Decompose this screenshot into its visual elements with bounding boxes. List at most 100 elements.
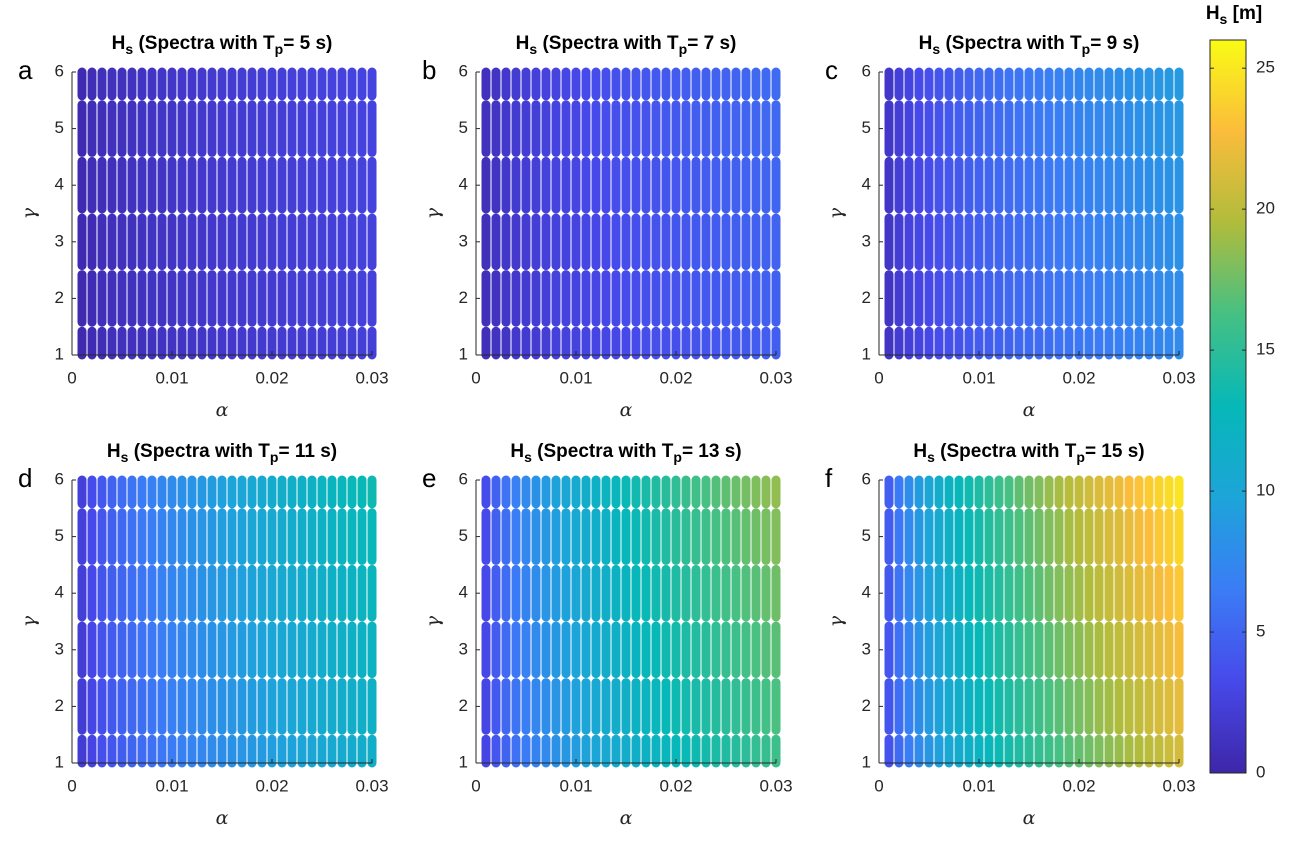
point [571,326,581,360]
point [934,270,944,327]
point [1174,475,1184,509]
point [581,508,591,565]
point [247,67,257,101]
point [167,270,177,327]
point [741,564,751,622]
point [1164,564,1174,622]
point [601,564,611,622]
point [501,100,511,157]
point [721,67,731,101]
point [491,156,501,214]
point [1054,564,1064,622]
point [77,475,87,509]
point [721,156,731,214]
point [1174,100,1184,157]
y-tick-label: 5 [55,526,64,545]
point [1144,156,1154,214]
point [531,621,541,679]
point [641,734,651,768]
point [347,564,357,622]
point [167,475,177,509]
point [924,100,934,157]
point [257,564,267,622]
point [257,326,267,360]
point [1134,508,1144,565]
point [207,678,217,735]
point [1024,564,1034,622]
y-tick-label: 5 [862,526,871,545]
point [1124,678,1134,735]
point [601,156,611,214]
point [327,508,337,565]
text-part: p [673,449,682,465]
point [771,621,781,679]
point [601,270,611,327]
point [177,67,187,101]
point [1004,100,1014,157]
point [994,270,1004,327]
point [944,564,954,622]
point [317,564,327,622]
x-tick-label: 0.03 [1162,368,1195,387]
text-part: p [1076,449,1085,465]
point [1134,678,1144,735]
point [1084,734,1094,768]
point [721,508,731,565]
point [177,508,187,565]
point [317,508,327,565]
point [127,475,137,509]
point [1024,100,1034,157]
point [1004,475,1014,509]
panel-title: Hs (Spectra with Tp= 13 s) [510,441,741,465]
point [357,734,367,768]
y-tick-label: 5 [862,118,871,137]
point [107,270,117,327]
point [167,734,177,768]
point [611,156,621,214]
point [611,213,621,271]
point [267,213,277,271]
point [641,270,651,327]
point [914,621,924,679]
point [1104,326,1114,360]
y-tick-label: 1 [55,344,64,363]
point [1064,67,1074,101]
point [741,213,751,271]
point [197,270,207,327]
point [287,326,297,360]
point [491,475,501,509]
point [591,475,601,509]
point [884,734,894,768]
x-tick-label: 0.03 [355,776,388,795]
point [761,621,771,679]
point [541,67,551,101]
x-tick-label: 0 [471,368,480,387]
point [541,156,551,214]
point [107,100,117,157]
y-tick-label: 2 [55,288,64,307]
point [894,326,904,360]
text-part: = 5 s) [283,33,332,54]
point [691,156,701,214]
point [1114,213,1124,271]
point [954,621,964,679]
point [207,100,217,157]
point [297,621,307,679]
point [107,564,117,622]
point [1094,270,1104,327]
point [337,100,347,157]
point [591,508,601,565]
x-tick-label: 0.01 [559,368,592,387]
point [217,508,227,565]
point [491,326,501,360]
point [731,270,741,327]
point [197,213,207,271]
y-axis-label: γ [825,615,847,627]
point [227,67,237,101]
point [521,564,531,622]
point [611,67,621,101]
text-part: = 13 s) [682,441,742,462]
point [711,270,721,327]
point [661,508,671,565]
point [167,564,177,622]
